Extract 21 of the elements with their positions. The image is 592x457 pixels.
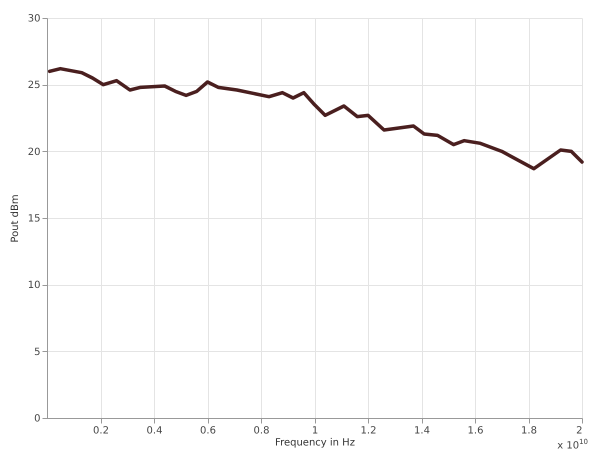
- line-series: [48, 66, 584, 170]
- x-tick-label: 0.2: [93, 426, 109, 436]
- x-tick-label: 0.6: [200, 426, 216, 436]
- x-tick-label: 1.2: [360, 426, 376, 436]
- text: x 10$^{10}$: [557, 438, 588, 452]
- x-tick-label: 1.8: [521, 426, 537, 436]
- y-axis-title: Pout dBm: [10, 194, 21, 243]
- x-tick-label: 0.8: [254, 426, 270, 436]
- y-tick-label: 30: [28, 14, 40, 24]
- x-axis-title: Frequency in Hz: [275, 438, 355, 448]
- y-tick-label: 15: [28, 214, 40, 224]
- x-tick-label: 2: [576, 426, 582, 436]
- y-tick-label: 25: [28, 80, 40, 92]
- y-tick-label: 10: [28, 280, 40, 292]
- x-tick-label: 0.4: [146, 426, 162, 436]
- y-tick-label: 20: [28, 146, 40, 158]
- x-tick-label: 1: [312, 426, 318, 436]
- y-tick-label: 5: [34, 346, 40, 358]
- x-tick-label: 1.4: [414, 426, 430, 436]
- x-tick-label: 1.6: [468, 426, 484, 436]
- y-tick-label: 0: [34, 414, 40, 424]
